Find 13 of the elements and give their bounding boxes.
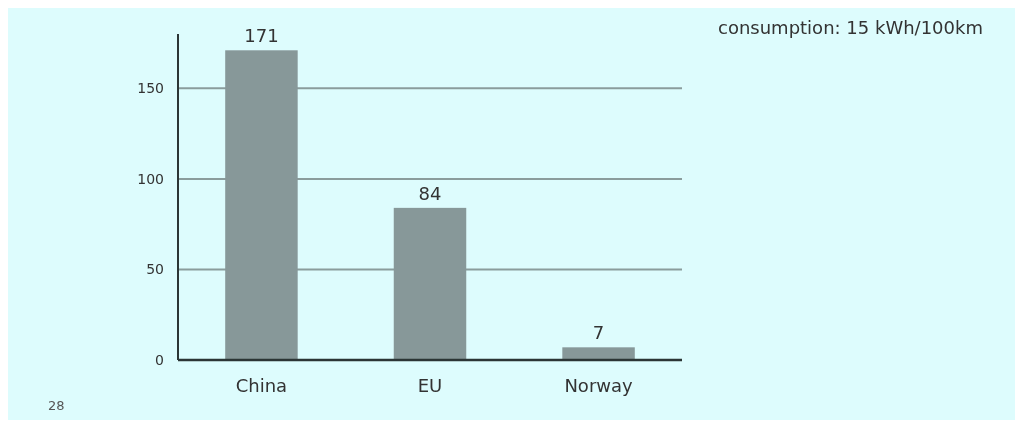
y-tick-label: 50: [146, 261, 164, 278]
data-label: 171: [244, 25, 279, 47]
x-tick-label: Norway: [564, 375, 634, 396]
text: consumption: 15 kWh/100km: [718, 17, 983, 38]
data-label: 7: [592, 322, 605, 344]
data-label: 84: [418, 182, 442, 204]
y-tick-label: 150: [137, 80, 164, 97]
text: 28: [48, 398, 65, 413]
bar: [562, 347, 635, 360]
x-tick-label: China: [235, 375, 288, 396]
x-tick-label: EU: [417, 375, 443, 396]
y-tick-label: 0: [155, 351, 164, 368]
y-tick-label: 100: [137, 170, 164, 187]
